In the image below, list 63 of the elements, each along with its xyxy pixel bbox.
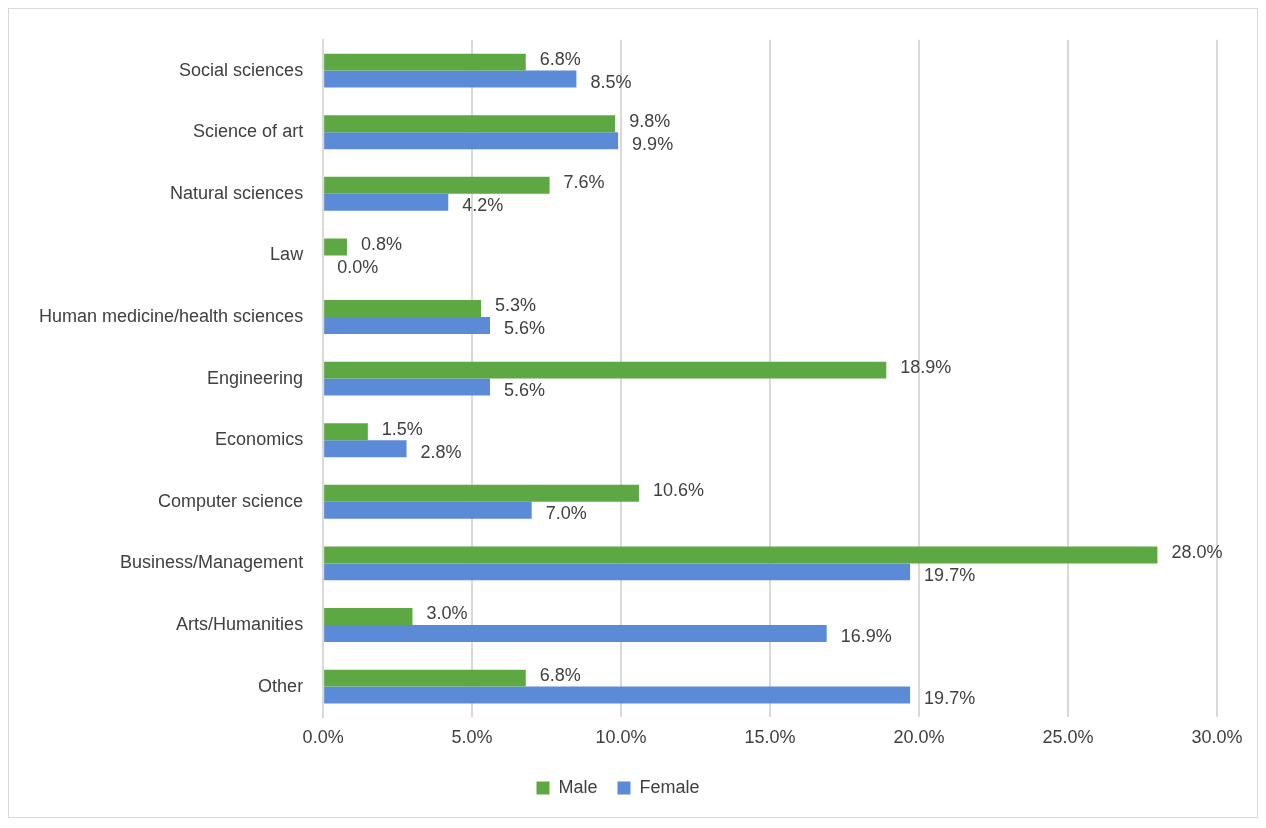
y-tick-label: Other [258,675,304,696]
y-tick-label: Arts/Humanities [176,613,304,634]
bar [324,53,526,71]
data-label: 9.8% [629,110,671,131]
data-label: 16.9% [840,626,892,647]
legend-label: Female [639,776,700,797]
bar [324,115,616,133]
data-label: 19.7% [924,688,976,709]
bar [324,300,482,317]
bar [324,501,532,519]
data-label: 28.0% [1171,541,1223,562]
bar [324,563,911,581]
data-label: 6.8% [539,665,581,686]
x-tick-label: 30.0% [1191,727,1243,748]
x-tick-label: 5.0% [451,727,493,748]
bar [324,193,449,211]
bar [324,378,490,396]
data-label: 6.8% [539,49,581,70]
bar [324,361,887,379]
x-tick-label: 10.0% [595,727,647,748]
x-tick-label: 20.0% [893,727,945,748]
data-label: 7.6% [563,172,605,193]
data-label: 1.5% [381,418,423,439]
bar [324,132,619,150]
x-tick-label: 15.0% [744,727,796,748]
bar [324,484,639,502]
data-label: 19.7% [924,564,976,585]
x-tick-label: 0.0% [302,727,344,748]
bar [324,625,827,642]
y-tick-label: Engineering [207,367,304,388]
bar [324,546,1158,564]
data-label: 8.5% [590,72,632,93]
data-label: 5.6% [503,380,546,401]
legend-label: Male [558,776,598,797]
data-label: 5.6% [503,318,546,339]
bar [324,669,526,687]
data-label: 18.9% [900,357,952,378]
bar [324,423,368,441]
data-label: 10.6% [652,480,705,501]
y-tick-label: Human medicine/health sciences [39,305,304,326]
data-label: 7.0% [545,503,587,524]
data-label: 4.2% [462,195,504,216]
bar [324,317,490,334]
y-tick-label: Social sciences [179,59,304,80]
data-label: 2.8% [420,441,462,462]
data-label: 9.9% [632,133,674,154]
data-label: 5.3% [495,295,537,316]
y-tick-label: Economics [215,429,304,450]
bar [324,440,407,458]
bar [324,608,413,625]
bar [324,686,911,704]
bar [324,70,577,88]
data-label: 3.0% [426,603,468,624]
bar [324,238,347,256]
y-tick-label: Law [270,244,305,265]
bar [324,176,550,194]
x-tick-label: 25.0% [1042,727,1094,748]
data-label: 0.0% [337,256,379,277]
y-tick-label: Science of art [193,121,304,142]
data-label: 0.8% [360,233,403,254]
y-tick-label: Business/Management [120,552,304,573]
y-tick-label: Natural sciences [170,182,304,203]
y-tick-label: Computer science [158,490,304,511]
